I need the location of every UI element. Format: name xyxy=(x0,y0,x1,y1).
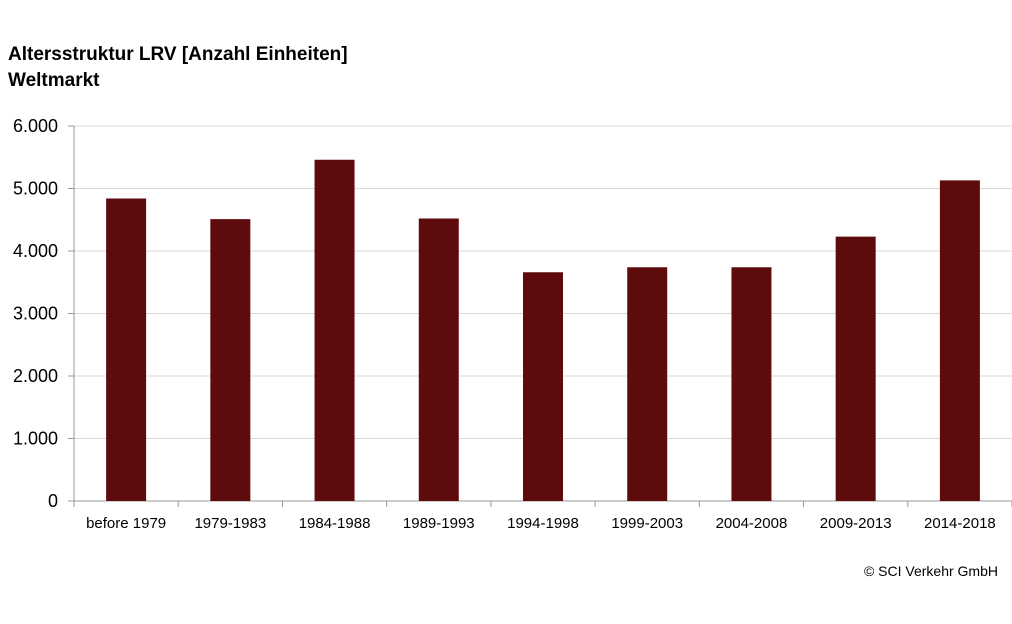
bar-before 1979 xyxy=(106,198,147,501)
bar-1999-2003 xyxy=(627,267,668,501)
x-tick-label: 1999-2003 xyxy=(611,515,683,532)
bar-1994-1998 xyxy=(523,272,563,501)
x-tick-label: 1989-1993 xyxy=(403,515,475,532)
bar-2009-2013 xyxy=(835,236,876,501)
chart-title: Altersstruktur LRV [Anzahl Einheiten] xyxy=(8,44,348,65)
y-tick-label: 2.000 xyxy=(13,366,58,386)
y-tick-label: 6.000 xyxy=(13,116,58,136)
x-tick-label: 2009-2013 xyxy=(820,515,892,532)
chart-subtitle: Weltmarkt xyxy=(8,70,100,91)
bar-1984-1988 xyxy=(314,159,355,501)
x-tick-label: before 1979 xyxy=(86,515,166,532)
y-tick-label: 5.000 xyxy=(13,179,58,199)
y-tick-label: 0 xyxy=(48,491,58,511)
x-tick-label: 1994-1998 xyxy=(507,515,579,532)
y-tick-label: 1.000 xyxy=(13,429,58,449)
bar-2004-2008 xyxy=(731,267,772,501)
bar-1989-1993 xyxy=(418,218,459,501)
x-tick-label: 1984-1988 xyxy=(299,515,371,532)
y-tick-label: 4.000 xyxy=(13,241,58,261)
chart-title-block: Altersstruktur LRV [Anzahl Einheiten] We… xyxy=(8,42,348,94)
x-tick-label: 2014-2018 xyxy=(924,515,996,532)
copyright-credit: © SCI Verkehr GmbH xyxy=(863,563,998,579)
y-tick-label: 3.000 xyxy=(13,304,58,324)
bar-1979-1983 xyxy=(210,219,251,501)
bar-2014-2018 xyxy=(939,180,980,501)
x-tick-label: 1979-1983 xyxy=(194,515,266,532)
x-tick-label: 2004-2008 xyxy=(716,515,788,532)
